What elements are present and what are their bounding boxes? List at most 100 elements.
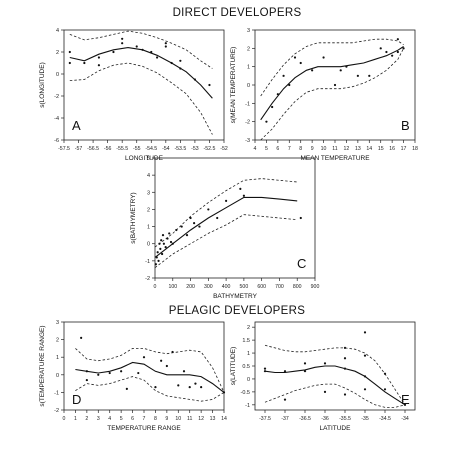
lower-confidence-band	[264, 383, 406, 408]
x-tick-label: -34	[401, 416, 409, 422]
x-tick-label: 9	[165, 416, 168, 422]
x-tick-label: 10	[321, 146, 327, 152]
data-point	[168, 232, 171, 235]
data-point	[282, 74, 285, 77]
y-tick-label: -6	[54, 138, 59, 144]
data-point	[161, 252, 164, 256]
y-tick-label: 4	[147, 173, 150, 179]
data-point	[157, 259, 160, 262]
y-axis-label: s(LONGITUDE)	[39, 62, 46, 108]
data-point	[339, 69, 342, 72]
data-point	[263, 367, 267, 370]
data-point	[180, 225, 183, 228]
x-tick-label: 8	[299, 146, 302, 152]
x-tick-label: 9	[311, 146, 314, 152]
data-point	[225, 199, 228, 202]
upper-confidence-band	[69, 30, 213, 69]
x-axis-label: TEMPERATURE RANGE	[107, 425, 181, 432]
x-axis-label: LATITUDE	[320, 425, 352, 432]
x-tick-label: 14	[366, 146, 372, 152]
data-point	[323, 390, 327, 393]
x-tick-label: 4	[254, 146, 257, 152]
y-tick-label: 1	[56, 355, 59, 361]
data-point	[155, 56, 159, 59]
data-point	[208, 83, 211, 87]
data-point	[83, 61, 86, 65]
y-tick-label: 5	[147, 156, 150, 162]
data-point	[283, 370, 287, 373]
x-axis-label: LONGITUDE	[125, 155, 164, 162]
data-point	[179, 59, 182, 62]
x-tick-label: 12	[344, 146, 350, 152]
data-point	[185, 234, 189, 237]
x-tick-label: -57	[75, 146, 83, 152]
x-axis-label: BATHYMETRY	[213, 293, 257, 300]
y-tick-label: -0.5	[241, 390, 250, 396]
data-point	[345, 65, 348, 68]
data-point	[216, 216, 219, 220]
x-tick-label: 4	[108, 416, 111, 422]
x-tick-label: -35	[361, 416, 369, 422]
x-tick-label: -56.5	[87, 146, 99, 152]
data-point	[68, 61, 71, 65]
data-point	[97, 56, 101, 59]
data-point	[160, 359, 163, 362]
data-point	[343, 393, 347, 396]
data-point	[379, 47, 382, 50]
panel-letter: A	[72, 118, 81, 133]
y-tick-label: -1	[245, 403, 250, 409]
data-point	[299, 216, 302, 220]
x-tick-label: -55	[133, 146, 141, 152]
data-point	[85, 370, 88, 373]
data-point	[403, 403, 407, 406]
x-tick-label: -57.5	[58, 146, 70, 152]
y-tick-label: 1.5	[242, 338, 250, 344]
y-tick-label: -1	[145, 259, 150, 265]
x-tick-label: 6	[131, 416, 134, 422]
data-point	[263, 370, 267, 373]
data-point	[137, 371, 140, 375]
data-point	[188, 386, 191, 389]
y-tick-label: 0	[56, 373, 59, 379]
data-point	[288, 83, 291, 87]
data-point	[333, 83, 337, 87]
data-point	[368, 74, 371, 77]
panel-e: -37.5 -37 -36.5 -36 -35.5 -35 -34.5 -34 -1 -0.5 0 0…	[230, 321, 416, 432]
data-point	[97, 373, 100, 376]
data-point	[383, 388, 387, 391]
data-point	[164, 45, 167, 48]
x-tick-label: 5	[265, 146, 268, 152]
data-point	[322, 56, 325, 59]
y-tick-label: 2	[56, 338, 59, 344]
lower-confidence-band	[75, 376, 225, 402]
data-point	[68, 50, 71, 54]
y-tick-label: -3	[245, 138, 250, 144]
data-point	[343, 357, 347, 360]
data-point	[396, 38, 399, 41]
y-tick-label: -2	[145, 276, 150, 282]
x-tick-label: 8	[154, 416, 157, 422]
x-tick-label: 700	[275, 284, 284, 290]
x-tick-label: 17	[401, 146, 407, 152]
y-tick-label: 0	[56, 72, 59, 78]
data-point	[165, 364, 168, 368]
data-point	[303, 362, 307, 365]
x-tick-label: -53	[191, 146, 199, 152]
data-point	[166, 237, 169, 240]
lower-confidence-band	[154, 214, 298, 269]
data-point	[177, 384, 180, 387]
x-tick-label: 7	[288, 146, 291, 152]
data-point	[142, 356, 146, 359]
y-tick-label: 2	[147, 207, 150, 213]
data-point	[120, 370, 123, 373]
y-tick-label: -2	[245, 120, 250, 126]
plot-frame	[63, 321, 225, 411]
data-point	[108, 371, 111, 375]
x-tick-label: 200	[186, 284, 195, 290]
upper-confidence-band	[264, 344, 406, 406]
data-point	[85, 378, 88, 382]
y-tick-label: 4	[56, 28, 59, 34]
x-tick-label: -52	[220, 146, 228, 152]
x-tick-label: 14	[221, 416, 227, 422]
